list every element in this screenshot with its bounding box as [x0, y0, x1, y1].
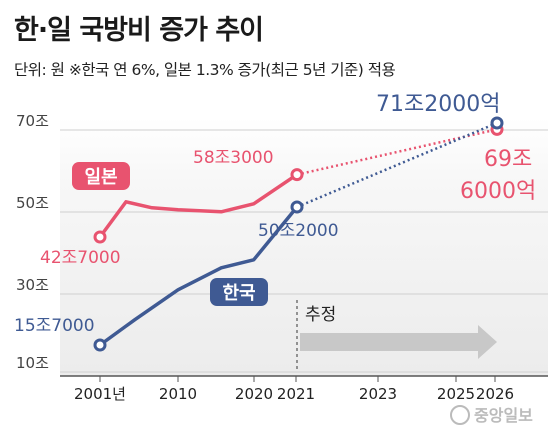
chart-title: 한·일 국방비 증가 추이 [14, 15, 264, 46]
y-tick-label: 30조 [16, 276, 49, 294]
y-axis-ticks: 10조 30조 50조 70조 [16, 112, 49, 372]
data-label: 58조3000 [193, 148, 274, 168]
data-label: 15조7000 [14, 316, 95, 336]
forecast-arrow: 추정 [296, 300, 497, 372]
data-label: 69조 [484, 147, 532, 172]
japan-point [290, 168, 304, 182]
x-tick-label: 2025 [437, 385, 475, 403]
korea-point [93, 338, 107, 352]
legend-label: 일본 [84, 167, 117, 188]
korea-point [490, 116, 504, 130]
data-label: 42조7000 [40, 248, 121, 268]
gridlines [60, 129, 548, 377]
legend-pill [210, 278, 268, 306]
watermark: 중앙일보 [450, 405, 533, 425]
legend-pill [72, 162, 130, 190]
watermark-logo-icon [450, 405, 470, 425]
series-lines [93, 116, 504, 352]
x-tick-label: 2020 [235, 385, 273, 403]
watermark-text: 중앙일보 [474, 406, 533, 425]
japan-point [93, 230, 107, 244]
chart-subtitle: 단위: 원 ※한국 연 6%, 일본 1.3% 증가(최근 5년 기준) 적용 [14, 61, 396, 79]
forecast-arrow-shape [300, 325, 497, 359]
korea-line [98, 205, 299, 347]
x-tick-label: 2010 [159, 385, 197, 403]
x-axis-ticks: 2001년 2010 2020 2021 2023 2025 2026 [74, 376, 514, 403]
forecast-label: 추정 [305, 305, 336, 325]
x-tick-label: 2026 [476, 385, 514, 403]
y-tick-label: 70조 [16, 112, 49, 130]
x-tick-label: 2023 [359, 385, 397, 403]
x-tick-label: 2021 [277, 385, 315, 403]
japan-line [98, 173, 298, 239]
y-tick-label: 10조 [16, 354, 49, 372]
legend-label: 한국 [222, 283, 255, 304]
korea-point [290, 200, 304, 214]
korea-forecast-line [296, 121, 498, 209]
x-tick-label: 2001년 [74, 385, 126, 403]
data-label: 71조2000억 [376, 92, 500, 117]
data-labels: 42조7000 58조3000 69조 6000억 15조7000 50조2000 71조2… [14, 92, 536, 336]
data-label: 50조2000 [258, 221, 339, 241]
data-label: 6000억 [460, 179, 536, 204]
y-tick-label: 50조 [16, 194, 49, 212]
